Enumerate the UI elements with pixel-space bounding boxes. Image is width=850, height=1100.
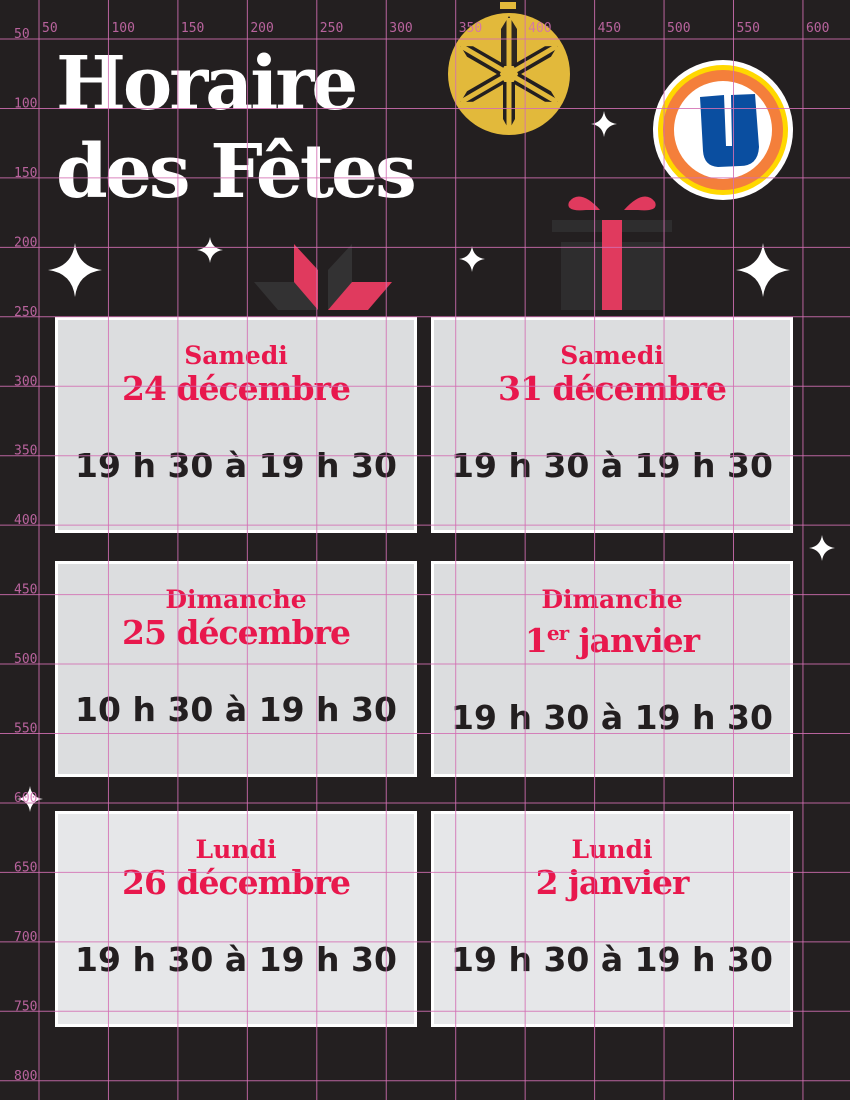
snowflake-ornament-icon <box>448 2 570 135</box>
title-line-2: des Fêtes <box>56 129 417 215</box>
sparkle-icon <box>591 111 617 137</box>
grid-label-x: 550 <box>737 21 760 36</box>
hours-label: 19 h 30 à 19 h 30 <box>75 940 397 979</box>
grid-label-y: 750 <box>14 999 37 1014</box>
hours-label: 19 h 30 à 19 h 30 <box>451 698 773 737</box>
date-label: 1er janvier <box>434 614 790 660</box>
sparkle-icon <box>736 243 790 297</box>
grid-label-y: 300 <box>14 374 37 389</box>
leaves-icon <box>254 244 392 310</box>
sparkle-icon <box>48 243 102 297</box>
grid-label-x: 500 <box>667 21 690 36</box>
grid-label-y: 700 <box>14 930 37 945</box>
day-label: Lundi <box>571 835 653 864</box>
grid-label-x: 50 <box>42 21 58 36</box>
title-line-1: Horaire <box>56 41 358 127</box>
sparkle-icon <box>197 237 223 263</box>
date-label: 31 décembre <box>498 369 727 408</box>
grid-label-y: 500 <box>14 652 37 667</box>
grid-label-x: 100 <box>111 21 134 36</box>
hours-label: 19 h 30 à 19 h 30 <box>75 446 397 485</box>
schedule-card: Lundi 26 décembre 19 h 30 à 19 h 30 <box>55 811 417 1027</box>
schedule-card: Samedi 31 décembre 19 h 30 à 19 h 30 <box>431 317 793 533</box>
grid-label-y: 50 <box>14 27 30 42</box>
grid-label-y: 350 <box>14 444 37 459</box>
gift-icon <box>552 196 672 310</box>
day-label: Lundi <box>195 835 277 864</box>
page-title: Horaire des Fêtes <box>56 40 417 216</box>
day-label: Dimanche <box>165 585 307 614</box>
grid-label-y: 450 <box>14 583 37 598</box>
date-month: janvier <box>568 621 700 660</box>
grid-label-y: 550 <box>14 722 37 737</box>
day-label: Samedi <box>184 341 288 370</box>
date-label: 25 décembre <box>122 613 351 652</box>
grid-label-y: 400 <box>14 513 37 528</box>
grid-label-y: 800 <box>14 1069 37 1084</box>
grid-label-y: 250 <box>14 305 37 320</box>
schedule-card: Lundi 2 janvier 19 h 30 à 19 h 30 <box>431 811 793 1027</box>
schedule-card: Samedi 24 décembre 19 h 30 à 19 h 30 <box>55 317 417 533</box>
grid-label-x: 250 <box>320 21 343 36</box>
date-number: 1 <box>524 621 548 660</box>
date-label: 2 janvier <box>535 863 690 902</box>
brand-logo <box>653 60 793 200</box>
sparkle-icon <box>809 535 835 561</box>
date-label: 24 décembre <box>122 369 351 408</box>
grid-label-y: 150 <box>14 166 37 181</box>
grid-label-y: 200 <box>14 235 37 250</box>
grid-label-x: 150 <box>181 21 204 36</box>
date-label: 26 décembre <box>122 863 351 902</box>
day-label: Samedi <box>560 341 664 370</box>
hours-label: 10 h 30 à 19 h 30 <box>75 690 397 729</box>
schedule-card: Dimanche 25 décembre 10 h 30 à 19 h 30 <box>55 561 417 777</box>
day-label: Dimanche <box>541 585 683 614</box>
hours-label: 19 h 30 à 19 h 30 <box>451 446 773 485</box>
hours-label: 19 h 30 à 19 h 30 <box>451 940 773 979</box>
grid-label-x: 200 <box>250 21 273 36</box>
grid-label-y: 100 <box>14 96 37 111</box>
grid-label-x: 600 <box>806 21 829 36</box>
sparkle-icon <box>17 786 43 812</box>
date-ordinal: er <box>546 621 569 645</box>
grid-label-x: 450 <box>598 21 621 36</box>
sparkle-icon <box>459 246 485 272</box>
schedule-card: Dimanche 1er janvier 19 h 30 à 19 h 30 <box>431 561 793 777</box>
grid-label-y: 650 <box>14 860 37 875</box>
grid-label-x: 300 <box>389 21 412 36</box>
